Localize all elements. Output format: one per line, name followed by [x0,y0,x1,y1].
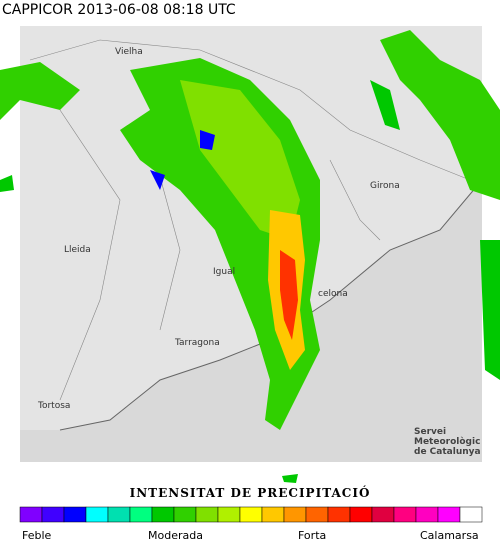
legend-swatch [415,506,439,523]
place-label: Tarragona [174,338,220,348]
legend-label: Calamarsa [420,529,479,542]
legend-labels: Feble Moderada Forta Calamarsa [22,529,479,542]
place-labels: Vielha Lleida Girona Igual celona Tarragona To… [37,47,400,411]
legend-swatch [173,506,197,523]
legend-swatch [437,506,461,523]
legend-label: Forta [298,529,326,542]
place-label: celona [318,289,348,299]
echo [380,30,500,200]
echo [0,62,80,120]
legend-swatch [19,506,43,523]
echo [150,130,215,190]
legend-swatch [261,506,285,523]
legend-swatch [283,506,307,523]
title: CAPPICOR 2013-06-08 08:18 UTC [2,2,236,18]
place-label: Vielha [115,47,143,57]
legend-swatch [41,506,65,523]
legend-title: INTENSITAT DE PRECIPITACIÓ [130,484,371,500]
credit-line: de Catalunya [414,447,481,457]
echo [282,474,298,483]
legend-swatch [349,506,373,523]
legend-swatch [305,506,329,523]
borders [29,39,471,401]
place-label: Lleida [64,245,91,255]
precipitation [0,30,500,483]
place-label: Tortosa [37,401,70,411]
legend-label: Feble [22,529,52,542]
legend-swatch [239,506,263,523]
legend-swatch [63,506,87,523]
legend-swatch [151,506,175,523]
legend-swatch [327,506,351,523]
credit-line: Servei [414,427,446,437]
legend-swatch [85,506,109,523]
legend-swatch [195,506,219,523]
legend-swatch [129,506,153,523]
legend-swatch [371,506,395,523]
credit-line: Meteorològic [414,436,480,447]
place-label: Girona [370,181,400,191]
echo [280,250,298,340]
legend-label: Moderada [148,529,203,542]
echo [180,80,300,240]
place-label: Igual [213,267,235,277]
legend-swatch [107,506,131,523]
legend-swatch [459,506,483,523]
legend-scale [19,506,483,523]
legend-swatch [393,506,417,523]
legend-swatch [217,506,241,523]
